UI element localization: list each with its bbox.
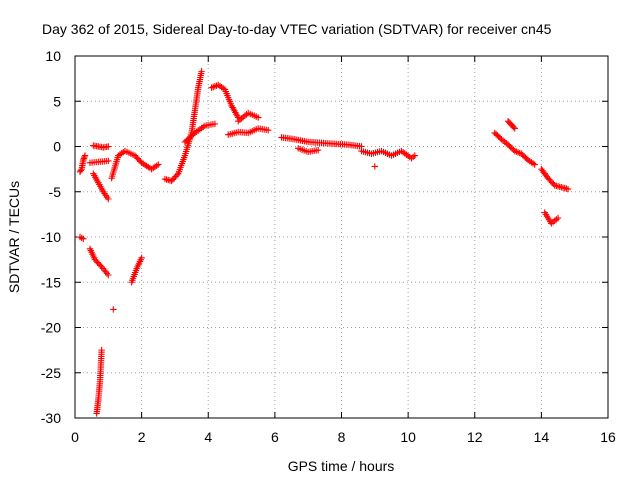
data-point	[80, 235, 87, 243]
data-point	[510, 123, 517, 131]
data-point	[255, 114, 262, 121]
y-axis-label: SDTVAR / TECUs	[6, 181, 22, 293]
x-axis-label: GPS time / hours	[288, 458, 395, 474]
data-points	[76, 68, 572, 417]
data-point	[265, 127, 272, 134]
data-point	[81, 153, 88, 161]
data-point	[105, 157, 112, 165]
data-point	[105, 271, 112, 279]
y-tick-label: -15	[41, 274, 61, 290]
y-tick-label: -20	[41, 320, 61, 336]
data-point	[98, 346, 105, 354]
data-point	[80, 155, 88, 162]
y-tick-label: 0	[53, 139, 61, 155]
x-tick-label: 12	[467, 429, 483, 445]
y-tick-label: -30	[41, 410, 61, 426]
tick-layer: 0 2 4 6 8 10 12 14 16 -30 -25 -20 -15 -10 -5 0 5 10	[41, 48, 616, 445]
x-tick-label: 4	[204, 429, 212, 445]
data-point	[155, 161, 162, 168]
x-tick-label: 6	[271, 429, 279, 445]
data-point	[81, 152, 89, 159]
data-point	[110, 306, 117, 313]
y-tick-label: 5	[53, 93, 61, 109]
data-point	[77, 167, 85, 174]
data-point	[564, 185, 572, 193]
x-tick-label: 10	[400, 429, 416, 445]
y-tick-label: -5	[49, 184, 62, 200]
data-point	[371, 163, 379, 170]
data-point	[105, 143, 112, 150]
x-tick-label: 8	[338, 429, 346, 445]
data-point	[198, 68, 205, 75]
data-point	[80, 156, 87, 164]
data-point	[411, 152, 418, 159]
data-point	[554, 214, 562, 222]
data-point	[173, 171, 181, 179]
data-point	[531, 161, 538, 168]
y-tick-label: -10	[41, 229, 61, 245]
chart-title: Day 362 of 2015, Sidereal Day-to-day VTE…	[42, 21, 552, 37]
data-point	[511, 125, 518, 132]
x-tick-label: 2	[138, 429, 146, 445]
x-tick-label: 14	[534, 429, 550, 445]
y-tick-label: 10	[45, 48, 61, 64]
x-tick-label: 0	[71, 429, 79, 445]
x-tick-label: 16	[600, 429, 616, 445]
data-point	[314, 146, 322, 154]
grid-layer	[75, 56, 608, 418]
data-point	[138, 254, 145, 262]
data-point	[105, 195, 112, 203]
y-tick-label: -25	[41, 365, 61, 381]
data-point	[211, 120, 219, 128]
